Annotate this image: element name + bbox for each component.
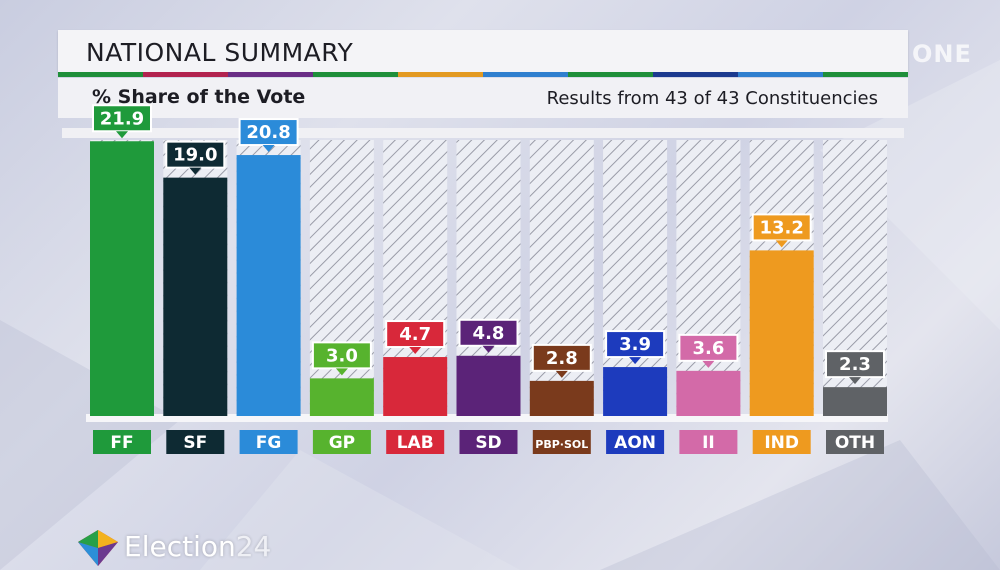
page-title: NATIONAL SUMMARY: [86, 38, 354, 67]
value-label-box: [751, 213, 812, 242]
category-label: SD: [475, 433, 501, 453]
value-label-box: [238, 118, 299, 147]
bar-oth: [823, 387, 887, 416]
bar-fg: [236, 155, 301, 416]
category-label: FG: [256, 433, 282, 453]
category-label: IND: [764, 433, 799, 453]
bar-ff: [90, 141, 154, 416]
stripe-segment: [738, 72, 823, 77]
stripe-segment: [398, 72, 483, 77]
party-color-stripe: [58, 72, 908, 77]
category-label: FF: [110, 433, 133, 453]
value-label-box: [825, 350, 885, 379]
value-label: 13.2: [759, 217, 803, 238]
value-label-pointer: [482, 345, 495, 353]
value-label-pointer: [849, 377, 861, 385]
brand-year: 24: [235, 530, 272, 563]
category-label-box: [459, 430, 518, 454]
header-underline: [62, 128, 904, 138]
bar-gp: [309, 378, 374, 416]
election-logo-icon: [78, 530, 118, 566]
value-label-box: [531, 343, 592, 372]
chart-subtitle: % Share of the Vote: [92, 86, 306, 108]
bar-aon: [603, 367, 668, 416]
value-label-pointer: [702, 360, 715, 368]
value-label: 19.0: [173, 145, 217, 166]
value-label: 21.9: [100, 108, 144, 129]
value-label-pointer: [189, 167, 202, 175]
category-label: OTH: [835, 433, 875, 453]
header-panel: NATIONAL SUMMARY % Share of the Vote Res…: [58, 30, 908, 122]
category-label-box: [166, 430, 225, 454]
bar-sd: [456, 355, 521, 416]
stripe-segment: [313, 72, 398, 77]
value-label: 4.7: [399, 324, 431, 345]
bar-ii: [676, 370, 741, 416]
chart-baseline: [86, 414, 888, 422]
channel-logo: ONE: [912, 40, 972, 68]
category-label-box: [532, 430, 591, 454]
category-label: SF: [183, 433, 207, 453]
value-label-box: [92, 104, 152, 133]
value-label-box: [678, 333, 739, 362]
category-label: II: [702, 433, 715, 453]
stripe-segment: [58, 72, 143, 77]
value-label-pointer: [262, 145, 275, 153]
value-label-pointer: [116, 131, 128, 139]
category-label-box: [826, 430, 884, 454]
category-label-box: [606, 430, 665, 454]
bar-ind: [749, 250, 814, 416]
bar-sf: [163, 177, 228, 416]
value-label: 3.0: [326, 345, 358, 366]
value-label: 2.3: [839, 354, 871, 375]
category-label-box: [93, 430, 151, 454]
category-label-box: [239, 430, 298, 454]
category-label: GP: [329, 433, 355, 453]
value-label-pointer: [335, 368, 348, 376]
value-label: 4.8: [473, 323, 505, 344]
stripe-segment: [143, 72, 228, 77]
value-label: 3.6: [692, 338, 724, 359]
value-label-pointer: [629, 357, 642, 365]
value-label-box: [605, 330, 666, 359]
value-label: 2.8: [546, 348, 578, 369]
stripe-segment: [653, 72, 738, 77]
value-label-pointer: [555, 370, 568, 378]
results-status: Results from 43 of 43 Constituencies: [546, 88, 878, 109]
category-label-box: [679, 430, 738, 454]
brand-name: Election: [124, 530, 236, 563]
stripe-segment: [568, 72, 653, 77]
category-label: LAB: [397, 433, 434, 453]
category-label: AON: [614, 433, 656, 453]
value-label-pointer: [775, 240, 788, 248]
category-label: PBP·SOL: [535, 438, 588, 451]
category-label-box: [386, 430, 445, 454]
value-label-pointer: [409, 347, 422, 355]
value-label-box: [311, 341, 372, 370]
subtitle-bar: % Share of the Vote Results from 43 of 4…: [58, 78, 908, 118]
bar-pbp-sol: [529, 380, 594, 416]
stripe-segment: [228, 72, 313, 77]
election-brand: Election24: [124, 530, 271, 563]
title-bar: NATIONAL SUMMARY: [58, 30, 908, 74]
stripe-segment: [823, 72, 908, 77]
bar-lab: [383, 357, 448, 416]
value-label: 3.9: [619, 334, 651, 355]
bar-background: [676, 140, 741, 416]
value-label: 20.8: [246, 122, 290, 143]
stripe-segment: [483, 72, 568, 77]
category-label-box: [312, 430, 371, 454]
value-label-box: [385, 320, 446, 349]
category-label-box: [752, 430, 811, 454]
